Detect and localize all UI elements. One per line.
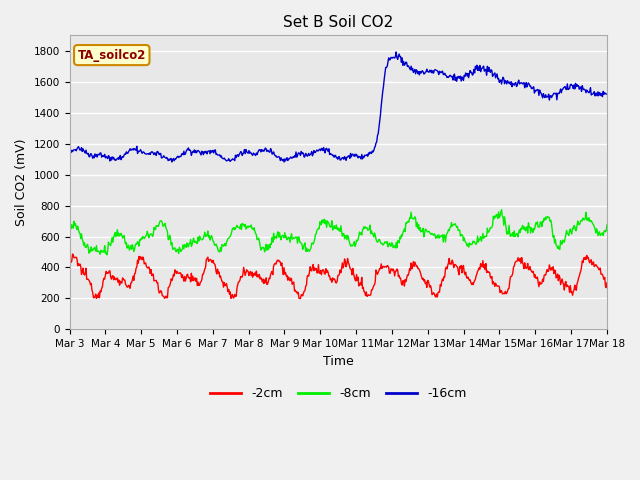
- -8cm: [66, 228, 74, 234]
- -8cm: [186, 241, 194, 247]
- X-axis label: Time: Time: [323, 355, 354, 368]
- Legend: -2cm, -8cm, -16cm: -2cm, -8cm, -16cm: [205, 383, 471, 406]
- -16cm: [185, 147, 193, 153]
- -16cm: [280, 159, 288, 165]
- -2cm: [405, 270, 413, 276]
- -16cm: [131, 147, 138, 153]
- -8cm: [131, 242, 139, 248]
- -2cm: [66, 263, 74, 269]
- -8cm: [420, 234, 428, 240]
- Line: -2cm: -2cm: [70, 254, 607, 299]
- -16cm: [66, 150, 74, 156]
- -8cm: [214, 248, 222, 254]
- -16cm: [76, 145, 83, 151]
- -8cm: [76, 230, 83, 236]
- -2cm: [187, 279, 195, 285]
- Title: Set B Soil CO2: Set B Soil CO2: [283, 15, 394, 30]
- -16cm: [405, 64, 413, 70]
- -16cm: [392, 49, 400, 55]
- -2cm: [93, 296, 100, 301]
- Y-axis label: Soil CO2 (mV): Soil CO2 (mV): [15, 139, 28, 226]
- -2cm: [603, 280, 611, 286]
- -16cm: [214, 152, 221, 158]
- -2cm: [215, 269, 223, 275]
- -2cm: [132, 265, 140, 271]
- -8cm: [103, 252, 111, 258]
- -8cm: [498, 207, 506, 213]
- -16cm: [420, 71, 428, 77]
- -16cm: [603, 91, 611, 97]
- -2cm: [68, 251, 76, 257]
- -8cm: [603, 222, 611, 228]
- Text: TA_soilco2: TA_soilco2: [77, 48, 146, 61]
- -2cm: [76, 261, 84, 267]
- Line: -16cm: -16cm: [70, 52, 607, 162]
- -2cm: [420, 277, 428, 283]
- -8cm: [404, 218, 412, 224]
- Line: -8cm: -8cm: [70, 210, 607, 255]
